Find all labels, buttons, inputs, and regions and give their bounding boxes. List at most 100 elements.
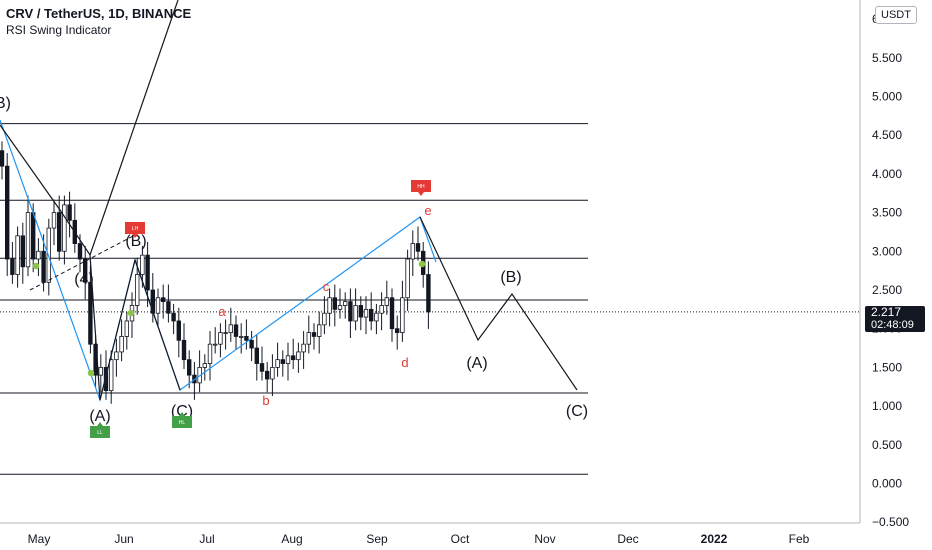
candle-body [109, 359, 114, 392]
x-tick-label: Dec [617, 532, 638, 546]
candle-body [5, 165, 10, 260]
candle-body [353, 305, 358, 322]
candle-body [30, 212, 36, 260]
candle-body [244, 336, 249, 341]
candle-body [394, 328, 400, 333]
candle-body [176, 320, 181, 341]
candle-body [389, 297, 395, 330]
wave-label: (A) [466, 355, 487, 372]
y-tick-label: 5.500 [872, 51, 902, 65]
elliott-wave-line [0, 124, 181, 401]
candle-body [186, 359, 192, 376]
swing-badge [125, 222, 145, 238]
y-tick-label: 3.000 [872, 244, 902, 258]
candle-body [77, 243, 83, 260]
x-tick-label: Sep [366, 532, 388, 546]
x-tick-label: Oct [451, 532, 470, 546]
candle-body [301, 343, 306, 353]
candle-body [415, 243, 421, 252]
candle-body [426, 274, 431, 313]
candle-body [207, 343, 213, 364]
wave-label: (B) [125, 233, 146, 250]
bar-countdown: 02:48:09 [871, 319, 914, 331]
candle-body [368, 308, 374, 322]
candle-body [36, 250, 41, 260]
candle-body [358, 305, 363, 318]
wave-label: B) [0, 95, 11, 112]
rsi-signal-dot [127, 309, 135, 317]
candle-body [337, 305, 343, 310]
candle-body [103, 366, 109, 392]
x-tick-label: Nov [534, 532, 555, 546]
y-tick-label: 5.000 [872, 90, 902, 104]
candle-body [280, 359, 285, 364]
candle-body [379, 305, 384, 314]
candle-body [134, 274, 140, 306]
y-tick-label: 4.500 [872, 128, 902, 142]
x-tick-label: Jul [199, 532, 214, 546]
y-tick-label: 0.000 [872, 477, 902, 491]
swing-badge-label: LH [132, 226, 139, 232]
y-tick-label: 1.000 [872, 399, 902, 413]
wave-label: (C) [171, 403, 193, 420]
candle-body [140, 254, 145, 275]
candle-body [374, 312, 379, 322]
candle-body [348, 301, 353, 322]
x-tick-label: 2022 [701, 532, 728, 546]
wave-label: (A) [89, 408, 110, 425]
wave-label: (B) [500, 269, 521, 286]
currency-button[interactable]: USDT [875, 6, 917, 24]
candle-body [400, 297, 405, 333]
candle-body [296, 351, 301, 361]
candle-body [41, 250, 46, 283]
candle-body [171, 312, 176, 322]
candle-body [67, 204, 72, 221]
candle-body [88, 281, 93, 345]
x-tick-label: May [28, 532, 51, 546]
swing-badge [411, 180, 431, 196]
rsi-swing-line [0, 119, 437, 403]
rsi-signal-dot [32, 262, 40, 270]
y-tick-label: −0.500 [872, 515, 909, 529]
candle-body [363, 308, 369, 318]
last-price-value: 2.217 [871, 305, 902, 319]
swing-badge-label: HL [179, 420, 186, 426]
candle-body [202, 363, 207, 368]
subwave-label: b [262, 393, 269, 408]
candle-body [327, 297, 332, 314]
x-tick-label: Jun [114, 532, 133, 546]
rsi-signal-dot [418, 260, 426, 268]
candle-body [410, 243, 415, 260]
candle-body [160, 297, 166, 303]
chart-legend: CRV / TetherUS, 1D, BINANCE RSI Swing In… [6, 6, 191, 38]
candle-body [311, 332, 317, 337]
dashed-trend-line [29, 234, 136, 291]
swing-badge-label: LL [97, 430, 103, 436]
candle-body [254, 347, 259, 364]
candle-body [290, 355, 296, 361]
candle-body [249, 339, 254, 349]
swing-badge [172, 412, 192, 428]
wave-label: (4) [74, 271, 94, 288]
candle-body [51, 212, 57, 229]
indicator-name[interactable]: RSI Swing Indicator [6, 23, 112, 37]
swing-badge-label: HH [417, 184, 425, 190]
candle-body [264, 370, 270, 380]
candle-body [20, 235, 25, 268]
candle-body [57, 212, 62, 252]
candle-body [83, 258, 88, 283]
wave-label: (C) [566, 403, 588, 420]
subwave-label: c [323, 279, 330, 294]
subwave-label: d [401, 355, 408, 370]
candle-body [25, 212, 31, 268]
subwave-label: e [424, 203, 431, 218]
symbol-title[interactable]: CRV / TetherUS, 1D, BINANCE [6, 6, 192, 21]
candle-body [306, 332, 311, 345]
candle-body [342, 301, 348, 306]
candle-body [238, 336, 244, 338]
y-tick-label: 1.500 [872, 360, 902, 374]
last-price-tag: 2.217 02:48:09 [865, 306, 925, 332]
candle-body [332, 297, 337, 310]
